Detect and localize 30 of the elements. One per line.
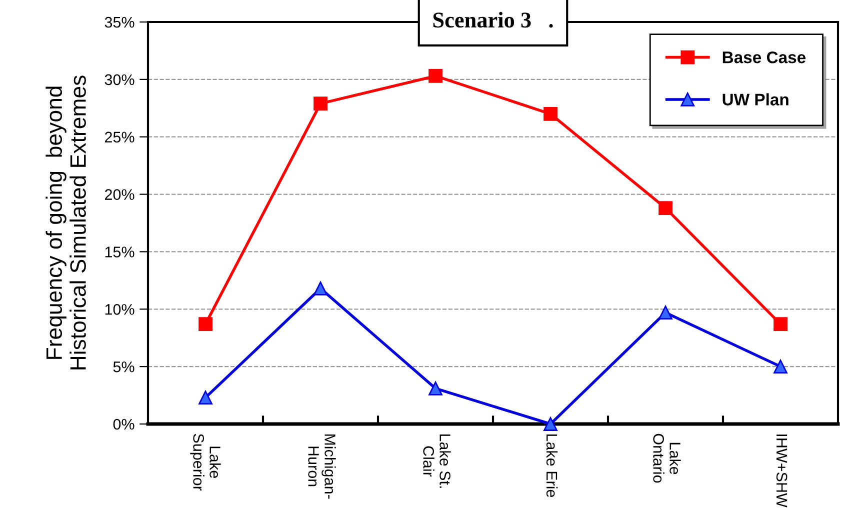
x-tick-label: Michigan- Huron xyxy=(308,434,336,499)
y-tick-label: 0% xyxy=(113,418,134,430)
y-tick-label: 15% xyxy=(105,246,134,258)
point xyxy=(774,317,788,332)
y-tick-label: 25% xyxy=(104,132,134,143)
point xyxy=(544,106,558,121)
y-axis-title: Frequency of going beyond Historical Simulated Extremes xyxy=(46,76,86,370)
chart-title: Scenario 3 . xyxy=(433,12,553,28)
point xyxy=(544,417,558,431)
y-tick-label: 5% xyxy=(113,362,134,372)
x-tick-label: Lake Erie xyxy=(546,434,558,498)
point xyxy=(314,282,328,296)
y-tick-label: 35% xyxy=(104,16,134,28)
point xyxy=(198,317,212,332)
point xyxy=(428,381,442,396)
legend-label: Base Case xyxy=(722,51,806,64)
point xyxy=(658,201,672,216)
x-tick-label: IHW+SHW xyxy=(776,434,788,508)
point xyxy=(428,69,442,83)
x-tick-label: Lake Superior xyxy=(190,434,221,491)
point xyxy=(658,306,672,320)
point xyxy=(314,96,328,110)
x-tick-label: Lake St. Clair xyxy=(423,434,451,488)
point xyxy=(774,360,788,374)
legend-label: UW Plan xyxy=(722,93,788,106)
y-tick-label: 30% xyxy=(104,74,134,86)
y-tick-label: 20% xyxy=(104,189,134,200)
y-tick-label: 10% xyxy=(105,304,134,315)
x-tick-label: Lake Ontario xyxy=(653,434,681,483)
point xyxy=(198,390,212,405)
